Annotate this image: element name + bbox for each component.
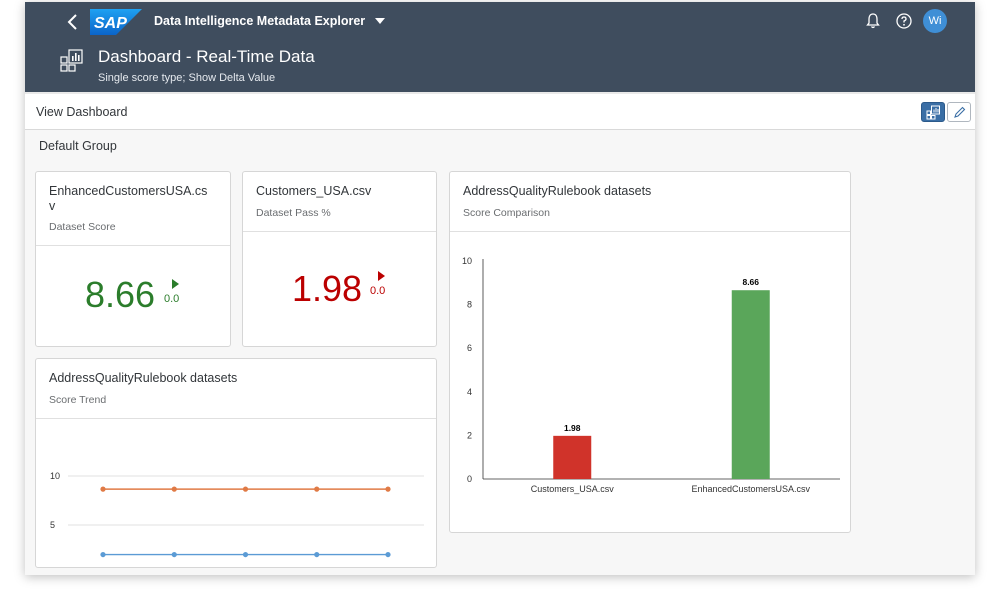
avatar[interactable]: Wi <box>923 9 947 33</box>
page-subtitle: Single score type; Show Delta Value <box>98 72 276 84</box>
data-point <box>242 486 249 492</box>
data-point <box>314 486 320 492</box>
y-tick-label: 10 <box>50 471 60 481</box>
help-icon[interactable] <box>895 12 913 30</box>
view-mode-button[interactable] <box>921 102 945 122</box>
app-title: Data Intelligence Metadata Explorer <box>154 14 366 28</box>
card-title: Customers_USA.csv <box>256 184 372 198</box>
chevron-down-icon <box>375 18 386 24</box>
y-tick-label: 8 <box>467 300 472 310</box>
app-title-menu[interactable]: Data Intelligence Metadata Explorer <box>154 14 386 28</box>
dashboard-toolbar: View Dashboard <box>25 92 975 130</box>
kpi-value: 8.66 <box>85 274 156 315</box>
card-title-line: EnhancedCustomersUSA.cs <box>49 184 208 198</box>
y-tick-label: 6 <box>467 343 472 353</box>
card-subtitle: Score Trend <box>49 394 107 406</box>
score-trend-card[interactable]: AddressQualityRulebook datasets Score Tr… <box>35 358 437 568</box>
x-tick-label: EnhancedCustomersUSA.csv <box>691 484 810 494</box>
bar-data-label: 1.98 <box>564 423 581 433</box>
data-point <box>314 551 320 558</box>
card-header: AddressQualityRulebook datasets Score Tr… <box>36 359 436 419</box>
card-title: EnhancedCustomersUSA.cs v <box>49 184 207 214</box>
bar <box>553 435 592 479</box>
card-subtitle: Dataset Pass % <box>256 207 331 219</box>
data-point <box>171 551 177 558</box>
score-trend-chart: 10 5 <box>50 471 424 558</box>
data-point <box>100 486 106 492</box>
page-title: Dashboard - Real-Time Data <box>98 47 315 66</box>
score-comparison-card[interactable]: AddressQualityRulebook datasets Score Co… <box>449 171 851 533</box>
card-subtitle: Score Comparison <box>463 207 550 219</box>
bar <box>731 290 770 479</box>
card-subtitle: Dataset Score <box>49 221 116 233</box>
card-title: AddressQualityRulebook datasets <box>49 371 238 385</box>
card-header: EnhancedCustomersUSA.cs v Dataset Score <box>36 172 230 246</box>
edit-button[interactable] <box>947 102 971 122</box>
y-tick-label: 2 <box>467 430 472 440</box>
bar-data-label: 8.66 <box>742 277 759 287</box>
group-title: Default Group <box>39 139 117 153</box>
back-arrow-icon[interactable] <box>65 12 81 32</box>
kpi-card-enhanced-customers[interactable]: EnhancedCustomersUSA.cs v Dataset Score … <box>35 171 231 347</box>
kpi-delta: 0.0 <box>370 285 386 297</box>
data-point <box>171 486 177 492</box>
card-title-line: v <box>49 199 56 213</box>
sap-logo[interactable]: SAP <box>90 9 142 40</box>
dashboard-icon <box>59 48 85 74</box>
y-tick-label: 10 <box>462 256 472 266</box>
pencil-icon <box>954 106 966 118</box>
svg-text:SAP: SAP <box>94 15 127 32</box>
data-point <box>242 551 249 558</box>
shell-header: SAP Data Intelligence Metadata Explorer … <box>25 2 975 92</box>
y-tick-label: 0 <box>467 474 472 484</box>
card-header: Customers_USA.csv Dataset Pass % <box>243 172 436 232</box>
data-point <box>385 486 391 492</box>
data-point <box>100 551 106 558</box>
bell-icon[interactable] <box>864 12 882 30</box>
x-tick-label: Customers_USA.csv <box>531 484 615 494</box>
card-title: AddressQualityRulebook datasets <box>463 184 652 198</box>
delta-icon <box>378 271 385 281</box>
card-header: AddressQualityRulebook datasets Score Co… <box>450 172 850 232</box>
y-tick-label: 4 <box>467 387 472 397</box>
data-point <box>385 551 391 558</box>
kpi-card-customers-usa[interactable]: Customers_USA.csv Dataset Pass % 1.98 0.… <box>242 171 437 347</box>
kpi-delta: 0.0 <box>164 293 180 305</box>
y-tick-label: 5 <box>50 520 55 530</box>
app-window: SAP Data Intelligence Metadata Explorer … <box>25 2 975 575</box>
score-comparison-chart: 0 2 4 6 8 10 1.98 Customers_USA.csv 8.66 Enhanced… <box>462 256 840 494</box>
delta-up-icon <box>172 279 179 289</box>
view-dashboard-title: View Dashboard <box>36 105 128 119</box>
kpi-value: 1.98 <box>292 268 363 309</box>
